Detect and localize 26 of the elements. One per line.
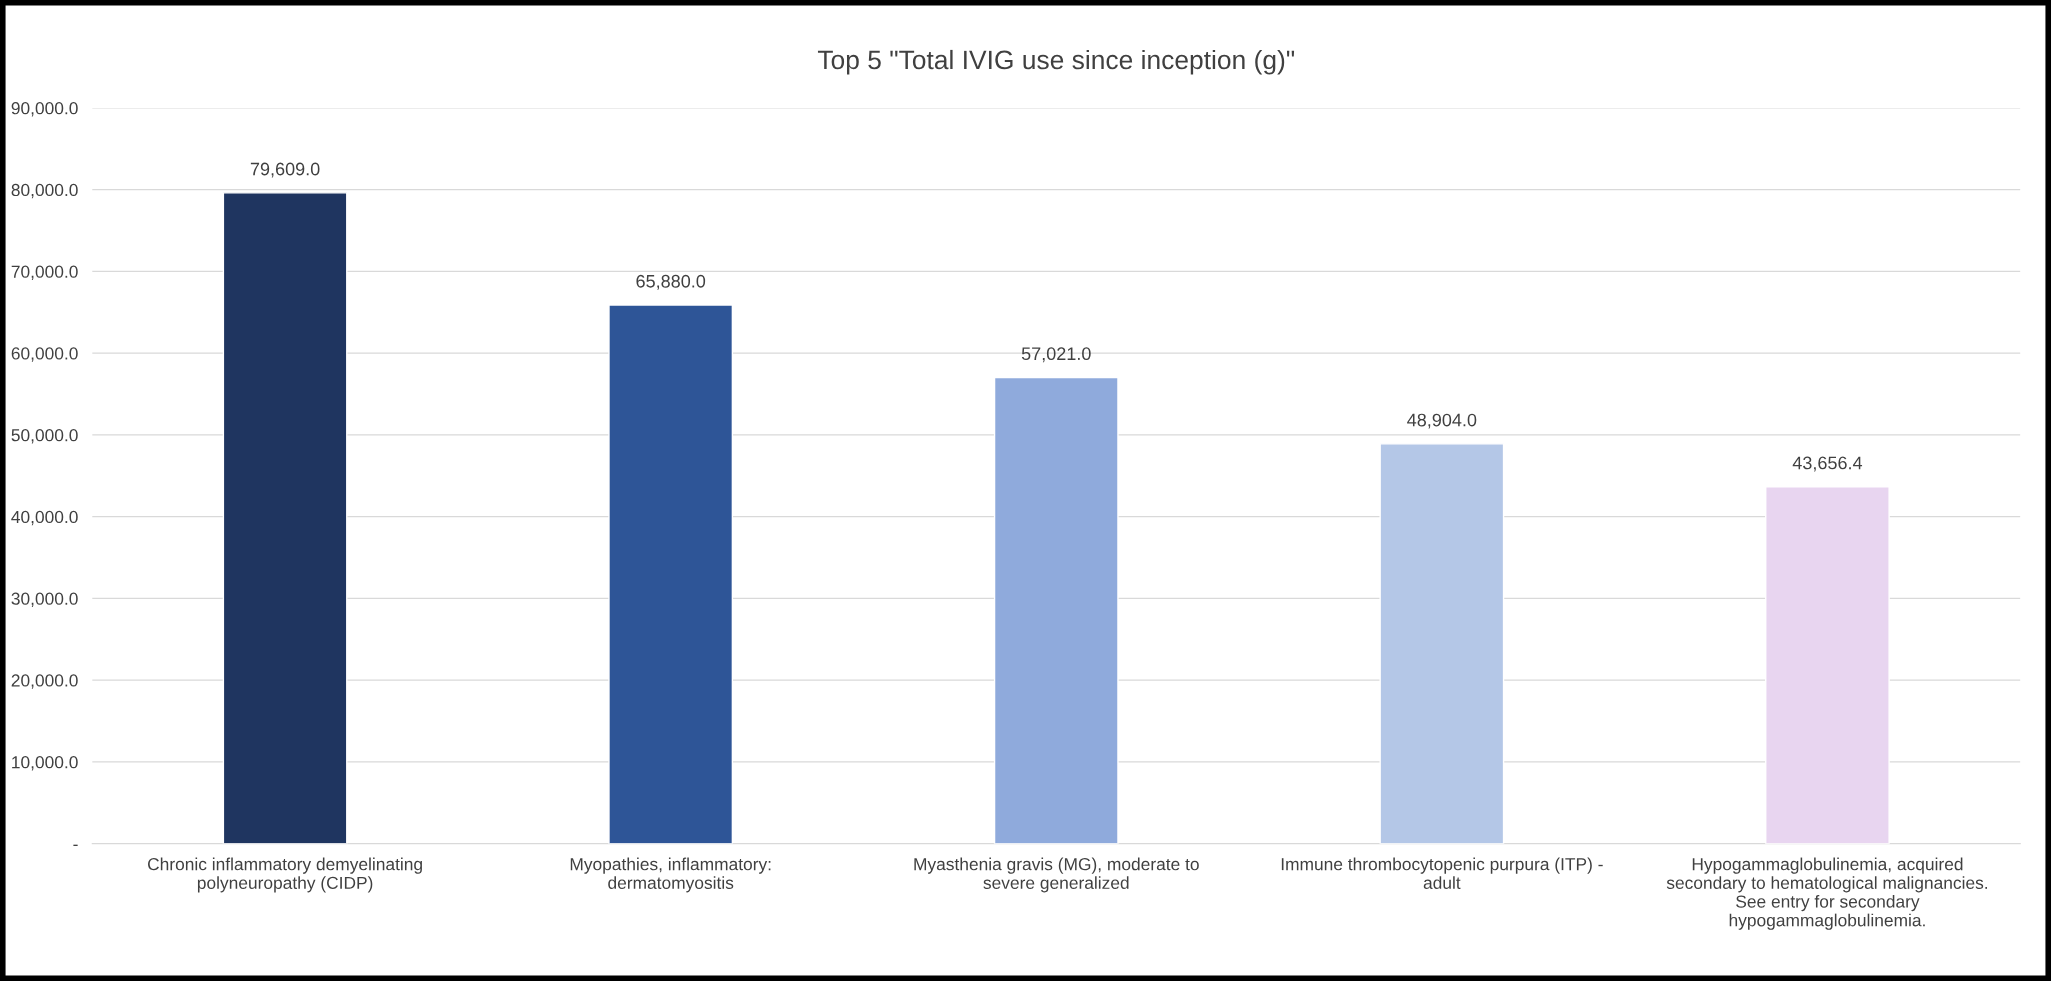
y-tick-label: 20,000.0: [11, 674, 78, 689]
x-tick-label: Chronic inflammatory demyelinating polyneuropathy (CIDP): [148, 857, 422, 893]
x-tick-label: Myasthenia gravis (MG), moderate to severe generalized: [914, 857, 1199, 893]
y-tick-label: 90,000.0: [11, 102, 78, 117]
bar: [1379, 443, 1505, 844]
data-label: 65,880.0: [636, 274, 706, 290]
y-tick-label: 70,000.0: [11, 265, 78, 280]
x-tick-label: Immune thrombocytopenic purpura (ITP) - adult: [1281, 857, 1603, 889]
data-label: 43,656.4: [1792, 456, 1863, 472]
bar: [1765, 486, 1890, 844]
bar: [608, 304, 734, 844]
x-tick-label: Myopathies, inflammatory: dermatomyositis: [570, 857, 771, 893]
bar: [993, 376, 1119, 844]
y-tick-label: 30,000.0: [11, 592, 78, 607]
y-tick-label: 50,000.0: [11, 429, 78, 444]
y-tick-label: 10,000.0: [12, 756, 78, 771]
y-tick-label: 60,000.0: [11, 347, 78, 362]
x-tick-label: Hypogammaglobulinemia, acquired secondary to hematological malignancies. See entry for secondary hypogammaglobulinemia.: [1666, 857, 1988, 930]
y-tick-label: 80,000.0: [11, 183, 78, 199]
y-tick-label: -: [73, 844, 78, 847]
y-tick-label: 40,000.0: [11, 510, 78, 526]
data-label: 79,609.0: [250, 162, 320, 178]
data-label: 57,021.0: [1021, 347, 1091, 363]
data-label: 48,904.0: [1407, 413, 1477, 429]
bar: [222, 192, 348, 844]
chart-title: Top 5 "Total IVIG use since inception (g)": [817, 49, 1295, 75]
